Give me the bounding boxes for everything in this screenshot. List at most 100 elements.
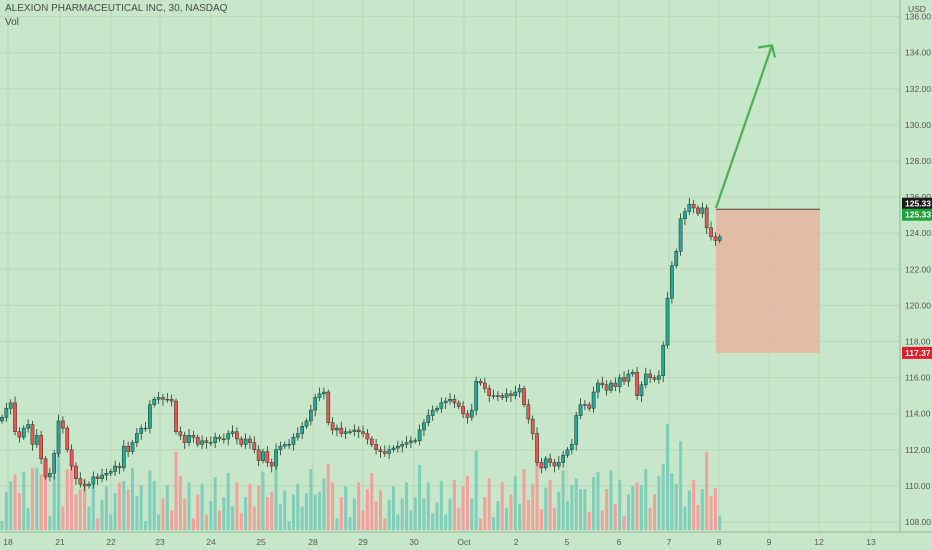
candle-body [226, 433, 231, 440]
candle-body [265, 451, 270, 463]
candle-body [17, 431, 22, 438]
volume-bar [457, 507, 461, 530]
volume-bars [0, 423, 722, 530]
candle-body [230, 431, 235, 434]
candle-body [235, 431, 239, 440]
volume-bar [557, 491, 561, 530]
candle-body [91, 476, 96, 485]
price-tick-label: 120.00 [905, 300, 931, 310]
candle-body [417, 429, 422, 442]
volume-bar [600, 510, 604, 530]
volume-bar [670, 473, 674, 530]
time-tick-label: 18 [3, 537, 13, 547]
candle-body [135, 433, 139, 443]
volume-bar [383, 518, 387, 530]
volume-bar [226, 473, 230, 530]
price-tag [902, 208, 932, 221]
volume-bar [561, 470, 565, 530]
candle-body [657, 375, 661, 380]
volume-bar [661, 463, 665, 530]
volume-bar [461, 486, 465, 530]
volume-bar [470, 498, 474, 530]
candle-body [374, 444, 378, 451]
candle-body [552, 462, 557, 467]
candle-body [369, 438, 374, 445]
projection-arrow-head [757, 44, 777, 58]
volume-bar [365, 489, 369, 530]
candle-body [626, 373, 631, 382]
symbol-title: ALEXION PHARMACEUTICAL INC, 30, NASDAQ [5, 3, 228, 14]
candle-body [452, 399, 457, 404]
volume-bar [548, 479, 552, 530]
volume-bar [278, 503, 282, 530]
candle-body [556, 462, 561, 467]
candle-body [591, 391, 596, 409]
candle-body [4, 408, 9, 418]
candle-body [95, 476, 100, 479]
time-tick-label: Oct [457, 537, 471, 547]
volume-bar [70, 461, 74, 530]
time-tick-label: 25 [256, 537, 266, 547]
volume-bar [418, 465, 422, 530]
candle-body [356, 429, 361, 433]
volume-bar [422, 498, 426, 530]
currency-label: USD [908, 4, 926, 14]
candle-body [474, 380, 478, 411]
candle-body [121, 445, 126, 469]
volume-bar [552, 507, 556, 530]
candle-body [530, 418, 535, 434]
projection-arrow-line [714, 45, 774, 209]
candle-body [174, 400, 178, 433]
price-tick-label: 130.00 [905, 120, 931, 130]
volume-bar [44, 466, 47, 530]
volume-bar [700, 489, 704, 530]
volume-bar [100, 499, 104, 530]
candle-body [674, 251, 679, 266]
volume-bar [218, 510, 221, 530]
candle-body [583, 404, 587, 406]
volume-bar [231, 506, 235, 530]
volume-bar [648, 507, 652, 530]
candle-body [48, 473, 52, 478]
candle-body [439, 402, 444, 409]
candle-body [535, 433, 539, 463]
candle-body [143, 427, 148, 430]
volume-bar [17, 493, 21, 530]
time-tick-label: 9 [767, 537, 772, 547]
volume-bar [631, 486, 635, 530]
volume-bar [370, 473, 374, 530]
candle-body [574, 415, 579, 445]
volume-bar [157, 514, 161, 530]
price-tick-label: 116.00 [905, 373, 931, 383]
volume-bar [544, 487, 548, 530]
candle-body [639, 384, 644, 396]
volume-bar [305, 493, 308, 530]
candle-body [391, 447, 396, 451]
candle-body [213, 436, 218, 443]
candle-body [622, 377, 626, 382]
price-tick-label: 122.00 [905, 264, 931, 274]
candle-body [522, 388, 526, 405]
price-tag-label: 117.37 [905, 348, 931, 358]
volume-bar [596, 471, 600, 530]
target-zone-box [716, 209, 820, 353]
candle-body [343, 431, 348, 434]
candle-body [204, 440, 209, 443]
volume-bar [352, 498, 356, 530]
price-tick-label: 124.00 [905, 228, 931, 238]
candle-body [39, 435, 43, 460]
candle-body [461, 406, 465, 414]
candle-body [396, 445, 400, 449]
candle-body [65, 427, 70, 451]
time-tick-label: 24 [206, 537, 216, 547]
volume-bar [248, 483, 252, 530]
volume-bar [35, 467, 39, 530]
volume-bar [200, 483, 204, 530]
candle-body [709, 227, 713, 238]
volume-bar [91, 482, 95, 530]
candle-body [26, 424, 30, 429]
price-tick-label: 136.00 [905, 12, 931, 22]
candle-body [326, 391, 331, 423]
